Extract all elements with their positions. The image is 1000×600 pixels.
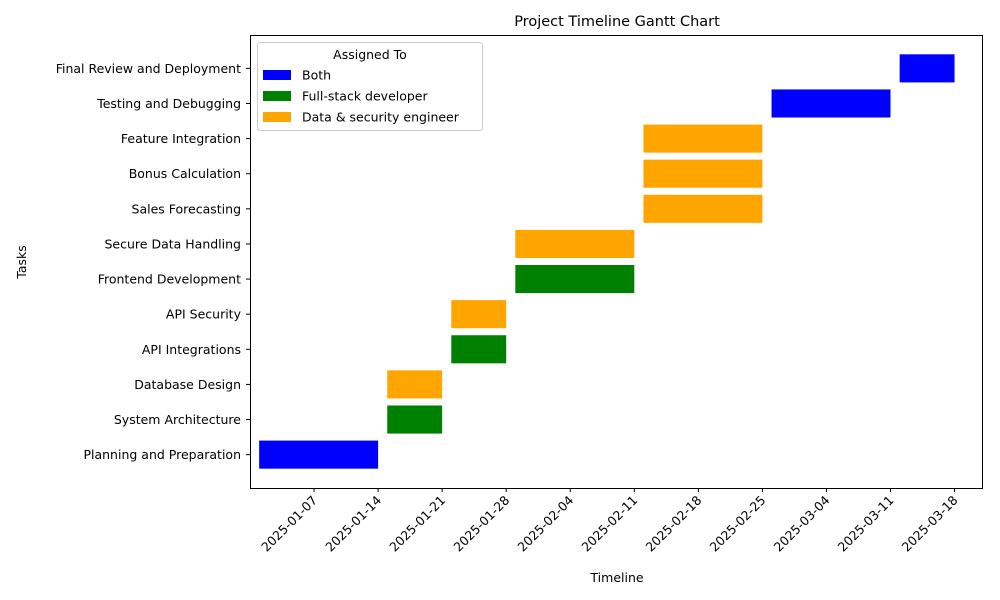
y-tick-label: Final Review and Deployment <box>56 61 241 76</box>
legend-label: Full-stack developer <box>302 89 429 104</box>
task-bar <box>515 265 635 294</box>
x-tick-label: 2025-03-18 <box>899 492 961 554</box>
chart-title: Project Timeline Gantt Chart <box>514 14 720 30</box>
legend-swatch <box>263 70 291 80</box>
x-axis-label: Timeline <box>589 570 643 585</box>
x-tick-label: 2025-01-07 <box>258 493 320 555</box>
legend-title: Assigned To <box>333 47 407 62</box>
y-tick-label: System Architecture <box>114 412 241 427</box>
task-bar <box>387 370 443 399</box>
task-bar <box>643 124 763 153</box>
y-axis-ticks: Planning and Preparation System Architect… <box>56 61 250 462</box>
x-tick-label: 2025-01-14 <box>322 492 384 554</box>
task-bar <box>643 159 763 188</box>
x-tick-label: 2025-01-28 <box>450 492 512 554</box>
x-tick-label: 2025-02-18 <box>642 492 704 554</box>
legend-label: Data & security engineer <box>302 110 460 125</box>
task-bar <box>899 54 955 83</box>
y-tick-label: Secure Data Handling <box>105 236 242 251</box>
legend-label: Both <box>302 68 331 83</box>
y-tick-label: Planning and Preparation <box>83 447 241 462</box>
y-tick-label: API Integrations <box>142 342 241 357</box>
x-tick-label: 2025-01-21 <box>386 493 448 555</box>
x-tick-label: 2025-03-04 <box>771 492 833 554</box>
y-tick-label: Testing and Debugging <box>96 96 241 111</box>
task-bar <box>259 440 379 469</box>
task-bar <box>771 89 891 118</box>
task-bar <box>387 405 443 434</box>
y-axis-label: Tasks <box>14 245 29 280</box>
bars-group <box>259 54 955 469</box>
task-bar <box>451 335 507 364</box>
y-tick-label: Bonus Calculation <box>129 166 241 181</box>
x-tick-label: 2025-03-11 <box>835 493 897 555</box>
legend-frame <box>257 42 483 131</box>
task-bar <box>515 229 635 258</box>
y-tick-label: Frontend Development <box>98 272 241 287</box>
y-tick-label: Sales Forecasting <box>132 201 241 216</box>
y-tick-label: API Security <box>166 307 242 322</box>
legend-swatch <box>263 112 291 122</box>
x-tick-label: 2025-02-04 <box>514 492 576 554</box>
task-bar <box>643 194 763 223</box>
legend: Assigned To Both Full-stack developer Data… <box>257 42 483 131</box>
legend-swatch <box>263 91 291 101</box>
y-tick-label: Feature Integration <box>121 131 241 146</box>
y-tick-label: Database Design <box>134 377 241 392</box>
task-bar <box>451 300 507 329</box>
x-axis-ticks: 2025-01-07 2025-01-14 2025-01-21 2025-01-28… <box>258 488 961 554</box>
plot-frame <box>250 35 983 489</box>
x-tick-label: 2025-02-25 <box>707 493 769 555</box>
x-tick-label: 2025-02-11 <box>578 493 640 555</box>
